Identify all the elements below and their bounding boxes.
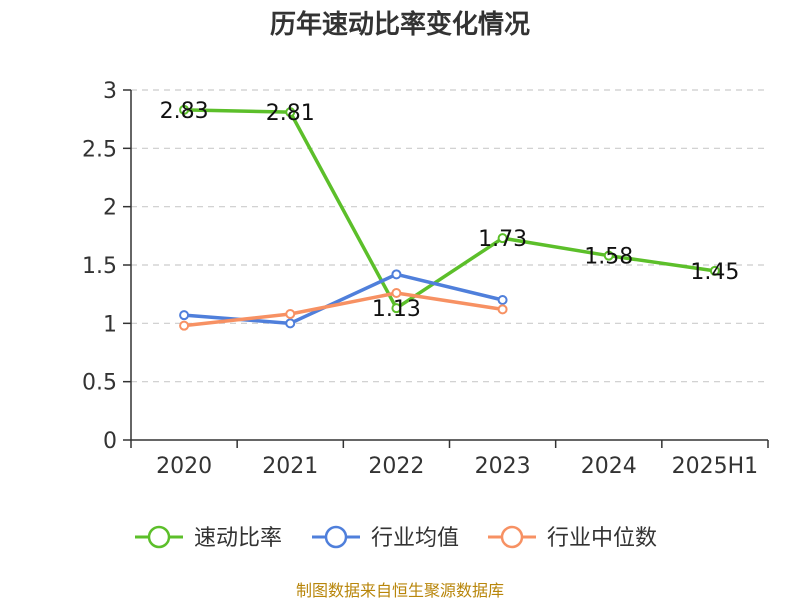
- data-point: [709, 265, 720, 276]
- legend-label: 行业中位数: [547, 526, 657, 551]
- grid: [131, 89, 768, 383]
- data-point: [179, 320, 190, 331]
- legend-label: 速动比率: [194, 526, 282, 551]
- data-label: 2.81: [266, 101, 315, 126]
- y-tick-label: 0: [103, 429, 117, 454]
- legend: 速动比率 行业均值 行业中位数: [135, 525, 657, 551]
- legend-marker: [500, 525, 524, 549]
- y-tick-label: 2.5: [82, 137, 117, 162]
- data-label: 1.45: [690, 260, 739, 285]
- x-tick-label: 2021: [262, 454, 318, 479]
- data-point: [391, 269, 402, 280]
- legend-item: 行业中位数: [488, 525, 657, 551]
- legend-label: 行业均值: [371, 526, 459, 551]
- y-tick-label: 3: [103, 79, 117, 104]
- data-point: [179, 104, 190, 115]
- legend-marker: [324, 525, 348, 549]
- data-point: [603, 250, 614, 261]
- x-tick-label: 2025H1: [672, 454, 759, 479]
- data-point: [497, 295, 508, 305]
- data-point: [285, 107, 296, 118]
- x-tick-label: 2023: [475, 454, 531, 479]
- series-line: [182, 108, 717, 310]
- x-tick-label: 2020: [156, 454, 212, 479]
- data-label: 2.83: [160, 99, 209, 124]
- axes: 0 0.5 1 1.5 2 2.5 3 2020 2021 2022 2023 2024 2025H1: [82, 79, 769, 479]
- data-label: 1.73: [478, 227, 527, 252]
- x-tick-label: 2022: [368, 454, 424, 479]
- data-point: [285, 309, 296, 319]
- data-label: 1.13: [372, 297, 421, 322]
- y-tick-label: 1.5: [82, 254, 117, 279]
- data-label: 1.58: [584, 245, 633, 270]
- chart-title: 历年速动比率变化情况: [270, 9, 530, 40]
- source-note: 制图数据来自恒生聚源数据库: [296, 581, 504, 600]
- data-point: [391, 303, 402, 314]
- legend-item: 速动比率: [135, 525, 282, 551]
- series-line: [182, 272, 505, 326]
- data-point: [285, 318, 296, 329]
- series-line: [182, 291, 505, 328]
- y-tick-label: 1: [103, 312, 117, 337]
- data-point: [497, 233, 508, 244]
- data-labels: 2.83 2.81 1.13 1.73 1.58 1.45: [160, 99, 740, 322]
- data-point: [179, 310, 190, 321]
- data-point: [497, 304, 508, 315]
- data-point: [391, 288, 402, 298]
- legend-marker: [147, 525, 171, 549]
- y-tick-label: 2: [103, 196, 117, 221]
- series-layer: [179, 104, 720, 331]
- x-tick-label: 2024: [581, 454, 637, 479]
- y-tick-label: 0.5: [82, 371, 117, 396]
- legend-item: 行业均值: [312, 525, 459, 551]
